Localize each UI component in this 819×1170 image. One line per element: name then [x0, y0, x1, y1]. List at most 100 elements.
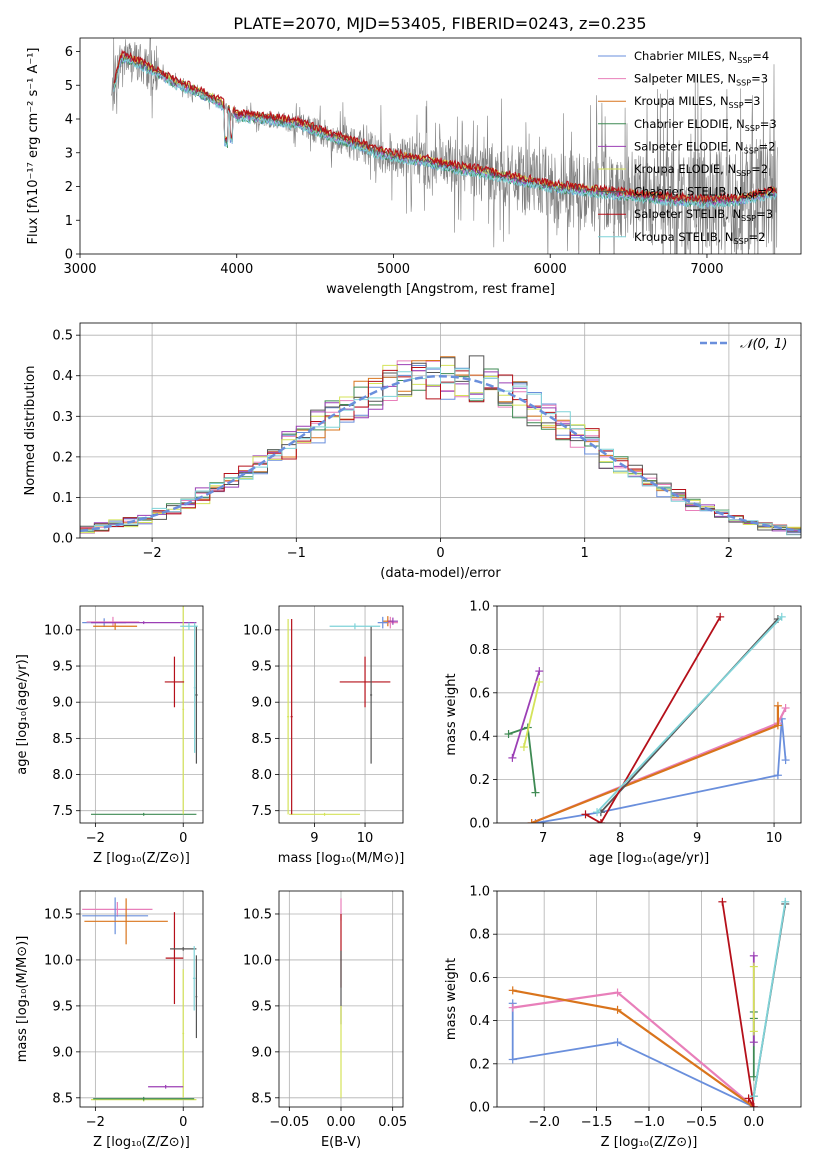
weight-line-kroupa-stelib: [596, 616, 783, 813]
y-tick-label: 0.8: [469, 643, 490, 658]
y-tick-label: 0.0: [52, 532, 73, 547]
y-tick-label: 8.5: [52, 1091, 73, 1106]
plot-area: [80, 323, 801, 538]
ticks-weight-Z: −2.0 −1.5 −1.0 −0.5 0.0 0.0 0.2 0.4 0.6 0.8 1.0: [469, 885, 764, 1131]
y-tick-label: 1.0: [469, 885, 490, 900]
y-tick-label: 0.3: [52, 410, 73, 425]
ticks-spectrum: 3000 4000 5000 6000 7000 0 1 2 3 4 5 6: [63, 45, 723, 277]
legend-entry: Kroupa ELODIE, NSSP=2: [634, 162, 768, 178]
weight-line-salpeter-stelib: [585, 616, 721, 823]
x-tick-label: −1.0: [633, 1115, 665, 1130]
ticks-mass-Z: −2 0 8.5 9.0 9.5 10.0 10.5: [44, 907, 187, 1130]
y-tick-label: 0.2: [52, 450, 73, 465]
y-tick-label: 0.6: [469, 971, 490, 986]
x-tick-label: 4000: [220, 262, 253, 277]
y-axis-label: mass weight: [444, 958, 459, 1040]
ticks-age-mass: 9 10 7.5 8.0 8.5 9.0 9.5 10.0: [243, 623, 373, 846]
x-tick-label: 10: [766, 831, 783, 846]
x-axis-label: wavelength [Angstrom, rest frame]: [326, 282, 555, 297]
y-tick-label: 10.5: [243, 907, 272, 922]
x-tick-label: 0: [179, 831, 187, 846]
y-tick-label: 0.2: [469, 773, 490, 788]
y-tick-label: 1: [65, 214, 73, 229]
axes-weight-age: 7 8 9 10 0.0 0.2 0.4 0.6 0.8 1.0 age [log₁₀(age/yr…: [444, 600, 802, 866]
x-tick-label: 6000: [534, 262, 567, 277]
axes-frame: [79, 890, 204, 1108]
legend-entry: Salpeter MILES, NSSP=3: [634, 72, 768, 88]
legend-residuals: 𝒩(0, 1): [700, 337, 787, 352]
plot-area: [497, 606, 801, 823]
legend-entry: 𝒩(0, 1): [740, 337, 787, 352]
x-axis-label: age [log₁₀(age/yr)]: [589, 851, 710, 866]
weight-line-chabrier-miles: [511, 1003, 755, 1107]
x-tick-label: 0.00: [327, 1115, 356, 1130]
y-axis-label: mass weight: [444, 673, 459, 755]
y-tick-label: 8.5: [52, 732, 73, 747]
x-axis-label: Z [log₁₀(Z/Z⊙)]: [93, 851, 190, 866]
y-tick-label: 9.0: [52, 696, 73, 711]
x-axis-label: E(B-V): [321, 1135, 361, 1150]
plot-area: [80, 606, 203, 823]
axes-residuals: −2 −1 0 1 2 0.0 0.1 0.2 0.3 0.4 0.5 (data-model)/er…: [23, 322, 802, 581]
plot-area: [279, 606, 403, 823]
plot-area: [111, 38, 778, 254]
x-tick-label: −1: [287, 546, 306, 561]
weight-line-salpeter-elodie: [511, 670, 541, 759]
y-tick-label: 2: [65, 180, 73, 195]
y-tick-label: 10.5: [44, 907, 73, 922]
x-tick-label: 7000: [690, 262, 723, 277]
y-tick-label: 4: [65, 113, 73, 128]
y-tick-label: 9.0: [251, 696, 272, 711]
axes-frame: [496, 890, 802, 1108]
y-tick-label: 8.5: [251, 1091, 272, 1106]
legend-entry: Chabrier STELIB, NSSP=2: [634, 185, 774, 201]
y-tick-label: 0.0: [469, 817, 490, 832]
y-tick-label: 10.0: [243, 623, 272, 638]
x-axis-label: Z [log₁₀(Z/Z⊙)]: [93, 1135, 190, 1150]
axes-age-mass: 9 10 7.5 8.0 8.5 9.0 9.5 10.0 mass [log₁₀(M/M⊙)]: [243, 605, 404, 866]
y-tick-label: 8.5: [251, 732, 272, 747]
x-tick-label: 9: [310, 831, 318, 846]
legend-entry: Salpeter STELIB, NSSP=3: [634, 207, 773, 223]
y-tick-label: 6: [65, 45, 73, 60]
axes-frame: [278, 890, 404, 1108]
y-tick-label: 10.0: [44, 623, 73, 638]
plot-area: [497, 891, 801, 1107]
y-tick-label: 9.0: [251, 1045, 272, 1060]
residual-histogram-salpeter-stelib: [80, 367, 801, 535]
y-tick-label: 10.0: [44, 953, 73, 968]
y-tick-label: 7.5: [52, 804, 73, 819]
y-tick-label: 8.0: [251, 768, 272, 783]
x-tick-label: 1: [581, 546, 589, 561]
axes-frame: [79, 605, 204, 824]
y-tick-label: 9.5: [251, 999, 272, 1014]
x-tick-label: −2.0: [528, 1115, 560, 1130]
x-tick-label: −2: [86, 1115, 105, 1130]
weight-line-kroupa-stelib: [752, 901, 787, 1097]
y-tick-label: 3: [65, 146, 73, 161]
axes-spectrum: 3000 4000 5000 6000 7000 0 1 2 3 4 5 6 wavelength [A…: [26, 37, 802, 297]
x-tick-label: −2: [143, 546, 162, 561]
legend-spectrum: Chabrier MILES, NSSP=4 Salpeter MILES, NS…: [598, 49, 777, 246]
y-tick-label: 0.5: [52, 329, 73, 344]
x-axis-label: Z [log₁₀(Z/Z⊙)]: [601, 1135, 698, 1150]
y-tick-label: 0: [65, 248, 73, 263]
y-tick-label: 7.5: [251, 804, 272, 819]
y-tick-label: 9.0: [52, 1045, 73, 1060]
axes-age-Z: −2 0 7.5 8.0 8.5 9.0 9.5 10.0 Z [log₁₀(Z/Z⊙)] age…: [15, 605, 204, 866]
x-axis-label: (data-model)/error: [380, 566, 501, 581]
y-tick-label: 0.4: [469, 730, 490, 745]
x-tick-label: 2: [725, 546, 733, 561]
legend-entry: Salpeter ELODIE, NSSP=2: [634, 139, 776, 155]
y-tick-label: 9.5: [251, 660, 272, 675]
y-axis-label: Normed distribution: [23, 366, 38, 496]
plot-area: [80, 891, 203, 1107]
y-tick-label: 0.4: [52, 369, 73, 384]
x-tick-label: 0: [179, 1115, 187, 1130]
ticks-age-Z: −2 0 7.5 8.0 8.5 9.0 9.5 10.0: [44, 623, 187, 846]
y-tick-label: 9.5: [52, 660, 73, 675]
y-tick-label: 9.5: [52, 999, 73, 1014]
axes-mass-EBV: −0.05 0.00 0.05 8.5 9.0 9.5 10.0 10.5 E(B-V): [243, 890, 407, 1150]
axes-mass-Z: −2 0 8.5 9.0 9.5 10.0 10.5 Z [log₁₀(Z/Z⊙)] mass …: [15, 890, 204, 1150]
residual-histogram-chabrier-stelib: [80, 355, 801, 533]
